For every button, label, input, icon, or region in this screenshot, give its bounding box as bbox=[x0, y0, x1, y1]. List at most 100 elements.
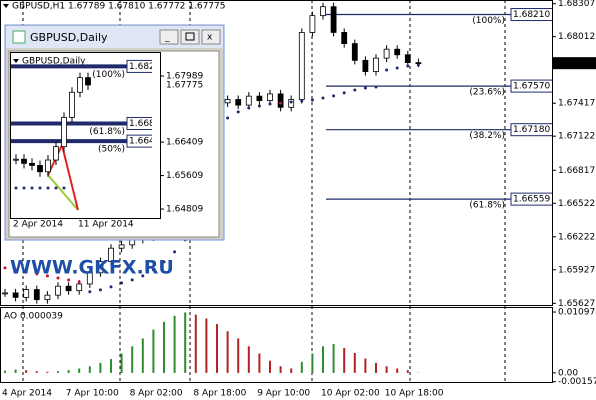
candle bbox=[256, 95, 263, 102]
fib-percent: (23.6%) bbox=[469, 88, 505, 98]
candle bbox=[341, 32, 348, 45]
sar-dot bbox=[395, 66, 399, 70]
candle bbox=[330, 6, 337, 33]
main-frame bbox=[0, 0, 553, 306]
inset-dropdown bbox=[13, 59, 19, 63]
maximize-button[interactable] bbox=[180, 29, 200, 45]
ao-y-tick-label: 0.00 bbox=[558, 368, 578, 378]
inset-candle bbox=[29, 162, 35, 166]
sar-dot bbox=[56, 276, 60, 280]
sar-dot bbox=[67, 278, 71, 282]
sar-dot bbox=[353, 88, 357, 92]
inset-candle bbox=[77, 77, 83, 93]
candle bbox=[12, 292, 19, 298]
sar-dot bbox=[236, 110, 240, 114]
inset-plot: 1.679891.664091.656091.648091.67775(100%… bbox=[11, 59, 204, 230]
x-tick-label: 10 Apr 02:00 bbox=[321, 389, 380, 399]
fib-price: 1.66559 bbox=[513, 195, 550, 205]
sar-dot bbox=[226, 116, 230, 120]
candle bbox=[44, 294, 51, 301]
fib-price-box bbox=[510, 8, 552, 22]
sar-dot bbox=[173, 250, 177, 254]
candle bbox=[351, 43, 358, 61]
inset-chart-title: GBPUSD,Daily bbox=[22, 57, 86, 67]
candle bbox=[76, 283, 83, 292]
fib-price-box bbox=[510, 123, 552, 137]
fib-price: 1.67570 bbox=[513, 82, 550, 92]
fib-price-box bbox=[510, 79, 552, 93]
y-tick-label: 1.66522 bbox=[558, 199, 595, 209]
inset-fib-price: 1.66853 bbox=[129, 119, 166, 129]
sar-dot bbox=[268, 102, 272, 106]
sar-dot bbox=[45, 274, 49, 278]
candle bbox=[55, 285, 61, 296]
current-price: 1.67775 bbox=[556, 59, 593, 69]
candle bbox=[86, 272, 93, 285]
inset-fib-percent: (50%) bbox=[98, 145, 125, 155]
sar-dot bbox=[247, 106, 251, 110]
inset-current-box bbox=[161, 78, 204, 91]
candle bbox=[23, 289, 30, 298]
y-tick-label: 1.65627 bbox=[558, 299, 595, 309]
y-tick-label: 1.65927 bbox=[558, 265, 595, 275]
candle bbox=[65, 285, 72, 292]
sar-dot bbox=[416, 63, 420, 67]
ao-label: AO 0.000039 bbox=[4, 312, 63, 322]
watermark: WWW.GKFX.RU bbox=[10, 257, 174, 279]
sar-dot bbox=[109, 285, 113, 289]
y-tick-label: 1.67122 bbox=[558, 132, 595, 142]
sar-dot bbox=[257, 104, 261, 108]
ao-frame bbox=[0, 307, 553, 383]
inset-fib-box bbox=[126, 59, 152, 73]
sar-dot bbox=[289, 100, 293, 104]
inset-frame bbox=[10, 52, 161, 219]
inset-sar-dot bbox=[54, 186, 58, 190]
minimize-glyph: _ bbox=[164, 33, 170, 43]
inset-sar-dot bbox=[62, 186, 66, 190]
sar-dot bbox=[151, 268, 155, 272]
sar-dot bbox=[279, 101, 283, 105]
zigzag-up bbox=[47, 174, 79, 211]
sar-dot bbox=[130, 278, 134, 282]
inset-candle bbox=[21, 158, 27, 164]
inset-y-tick-label: 1.67989 bbox=[166, 71, 203, 81]
inset-series: (100%) 1.68218 (61.8%) 1.66853 (50%) 1.66432 bbox=[11, 59, 166, 190]
sar-dot bbox=[3, 266, 7, 270]
maximize-glyph bbox=[185, 32, 195, 41]
sar-dot bbox=[385, 68, 389, 72]
inset-sar-dot bbox=[38, 186, 42, 190]
y-tick-label: 1.68012 bbox=[558, 32, 595, 42]
window-title: GBPUSD,Daily bbox=[30, 31, 108, 44]
x-tick-label: 8 Apr 18:00 bbox=[193, 389, 246, 399]
candle bbox=[309, 15, 316, 33]
main-plot: GBPUSD,H1 1.67789 1.67810 1.67772 1.6777… bbox=[2, 2, 552, 304]
sar-dot bbox=[98, 288, 102, 292]
candle bbox=[362, 59, 369, 72]
ao-y-tick-label: 0.010973 bbox=[558, 308, 596, 318]
ao-y-tick-label: -0.001579 bbox=[558, 377, 596, 387]
inset-x-tick-label: 11 Apr 2014 bbox=[78, 220, 134, 230]
sar-dot bbox=[332, 94, 336, 98]
sar-dot bbox=[363, 86, 367, 90]
inset-fib-box bbox=[126, 117, 152, 131]
window-icon bbox=[12, 30, 26, 44]
period-separators bbox=[22, 0, 506, 382]
inset-sar-dot bbox=[14, 186, 18, 190]
candle bbox=[277, 93, 284, 108]
y-tick-label: 1.68307 bbox=[558, 0, 595, 9]
x-tick-label: 9 Apr 10:00 bbox=[257, 389, 310, 399]
close-button[interactable] bbox=[201, 29, 221, 45]
inset-candle bbox=[45, 159, 51, 173]
sar-dot bbox=[35, 272, 39, 276]
candle bbox=[108, 247, 114, 263]
inset-fib-price: 1.68218 bbox=[129, 62, 166, 72]
candle bbox=[245, 95, 252, 106]
inset-fib-box bbox=[126, 134, 152, 148]
sar-dot bbox=[141, 274, 145, 278]
fib-percent: (61.8%) bbox=[469, 201, 505, 211]
sar-dot bbox=[14, 268, 18, 272]
minimize-button[interactable] bbox=[159, 29, 179, 45]
inset-candle bbox=[13, 158, 19, 161]
